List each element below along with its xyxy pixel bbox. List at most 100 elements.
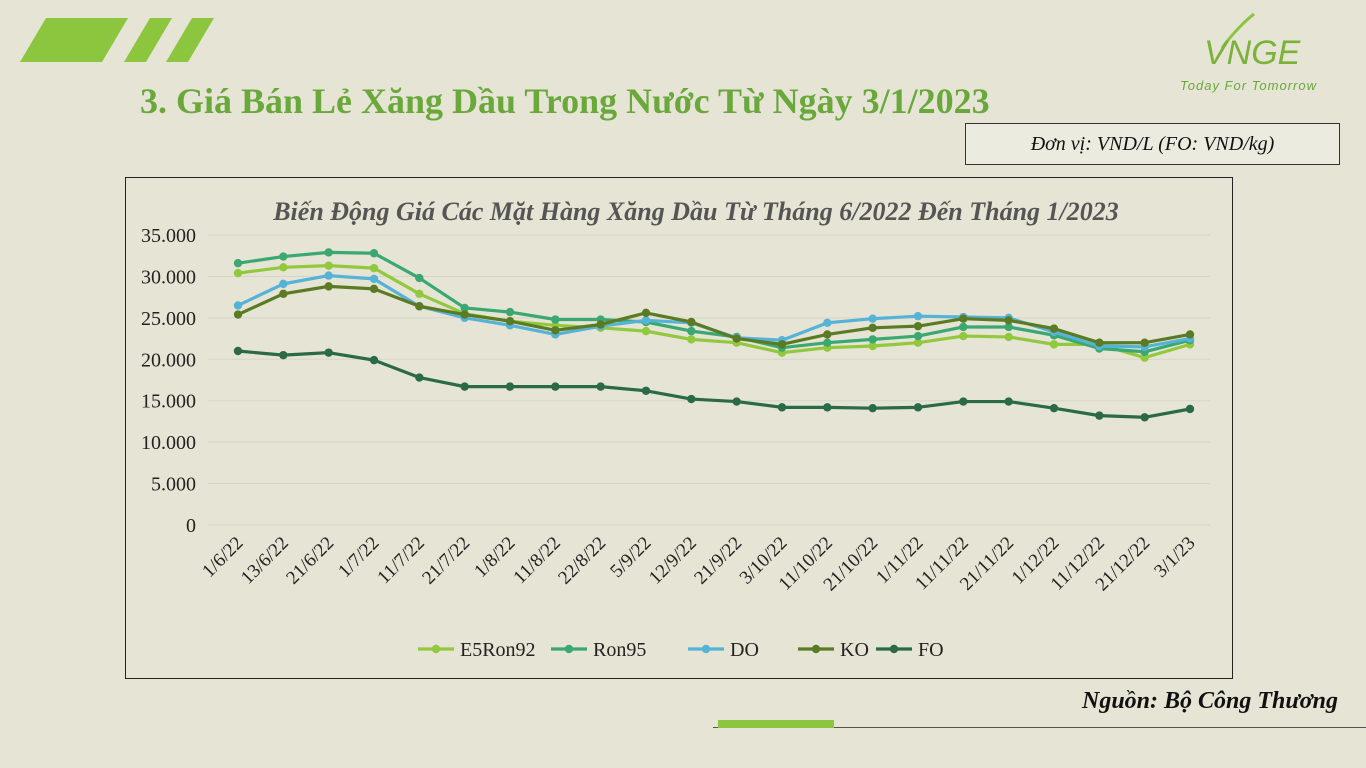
data-point: [324, 282, 333, 291]
series-line: [237, 264, 1191, 360]
data-point: [415, 273, 424, 283]
legend-label: KO: [840, 639, 869, 661]
data-point: [1185, 330, 1195, 339]
data-point: [551, 315, 560, 324]
data-point: [687, 326, 696, 336]
logo-brand-text: VNGE: [1204, 34, 1301, 72]
data-point: [823, 403, 832, 412]
series-line: [237, 349, 1191, 419]
x-tick-label: 13/6/22: [237, 533, 293, 589]
y-tick-label: 5.000: [151, 474, 196, 496]
data-point: [1095, 338, 1104, 347]
data-point: [460, 303, 469, 313]
page-title: 3. Giá Bán Lẻ Xăng Dầu Trong Nước Từ Ngà…: [140, 81, 990, 121]
y-tick-label: 10.000: [141, 432, 196, 454]
data-point: [687, 335, 696, 344]
data-point: [233, 310, 243, 319]
data-point: [959, 322, 968, 332]
series-fo: [233, 346, 1195, 422]
legend-label: E5Ron92: [460, 639, 536, 661]
data-point: [823, 318, 832, 328]
x-tick-label: 21/6/22: [282, 533, 338, 589]
data-point: [369, 355, 379, 365]
legend-swatch-marker: [889, 644, 899, 654]
data-point: [279, 279, 288, 289]
series-do: [233, 271, 1195, 352]
data-point: [596, 382, 605, 391]
data-point: [959, 397, 968, 406]
series-line: [237, 273, 1191, 349]
data-point: [687, 394, 696, 404]
legend-label: Ron95: [593, 639, 646, 661]
data-point: [369, 263, 379, 273]
data-point: [551, 382, 560, 391]
data-point: [1049, 403, 1059, 413]
data-point: [324, 248, 333, 257]
legend-swatch-marker: [564, 644, 574, 654]
data-point: [279, 289, 288, 299]
legend-label: DO: [730, 639, 759, 661]
data-point: [1095, 411, 1104, 420]
data-point: [823, 330, 832, 339]
series-line: [237, 250, 1191, 354]
data-point: [369, 249, 379, 258]
chart-frame: Biến Động Giá Các Mặt Hàng Xăng Dầu Từ T…: [125, 177, 1233, 679]
data-point: [777, 403, 787, 412]
data-point: [324, 261, 333, 270]
y-tick-label: 20.000: [141, 349, 196, 371]
y-tick-label: 25.000: [141, 308, 196, 330]
data-point: [324, 271, 333, 280]
data-point: [868, 335, 877, 344]
data-point: [732, 397, 741, 406]
vnge-logo: VNGE Today For Tomorrow: [1180, 12, 1317, 93]
source-label: Nguồn: Bộ Công Thương: [1082, 688, 1338, 714]
data-point: [1004, 332, 1013, 342]
data-point: [460, 382, 469, 391]
data-point: [777, 340, 787, 349]
data-point: [1140, 338, 1149, 347]
data-point: [415, 302, 424, 311]
data-point: [415, 289, 424, 299]
data-point: [1185, 404, 1195, 414]
data-point: [732, 334, 741, 343]
data-point: [1004, 397, 1013, 406]
series-ko: [233, 282, 1195, 349]
data-point: [505, 316, 515, 326]
data-point: [1140, 413, 1149, 422]
data-point: [641, 308, 651, 318]
legend-item-do: DO: [688, 639, 759, 661]
data-point: [1049, 340, 1059, 349]
data-point: [279, 252, 288, 261]
bottom-divider: [713, 727, 1366, 728]
legend-swatch-marker: [811, 644, 821, 654]
data-point: [868, 403, 877, 413]
decorative-slash-stripes: [20, 18, 214, 62]
data-point: [505, 307, 515, 317]
data-point: [324, 348, 333, 357]
legend-swatch-marker: [701, 644, 711, 654]
data-point: [415, 373, 424, 382]
x-tick-label: 11/8/22: [509, 533, 564, 588]
legend-item-ron95: Ron95: [551, 639, 646, 661]
x-tick-label: 22/8/22: [554, 533, 610, 589]
data-point: [369, 274, 379, 284]
legend-item-e5ron92: E5Ron92: [418, 639, 536, 661]
data-point: [233, 268, 243, 278]
x-tick-label: 12/9/22: [645, 533, 701, 589]
data-point: [868, 314, 877, 323]
data-point: [913, 338, 923, 347]
data-point: [959, 331, 968, 341]
data-point: [279, 263, 288, 272]
data-point: [233, 346, 243, 356]
chart-title: Biến Động Giá Các Mặt Hàng Xăng Dầu Từ T…: [272, 197, 1119, 226]
legend-label: FO: [918, 639, 944, 661]
x-tick-label: 3/1/23: [1150, 533, 1199, 582]
data-point: [959, 314, 968, 323]
data-point: [505, 382, 515, 391]
legend-swatch-marker: [431, 644, 441, 654]
legend-item-fo: FO: [876, 639, 944, 661]
data-point: [1049, 324, 1059, 333]
data-point: [233, 301, 243, 310]
data-point: [233, 258, 243, 268]
unit-label: Đơn vị: VND/L (FO: VND/kg): [965, 123, 1340, 165]
